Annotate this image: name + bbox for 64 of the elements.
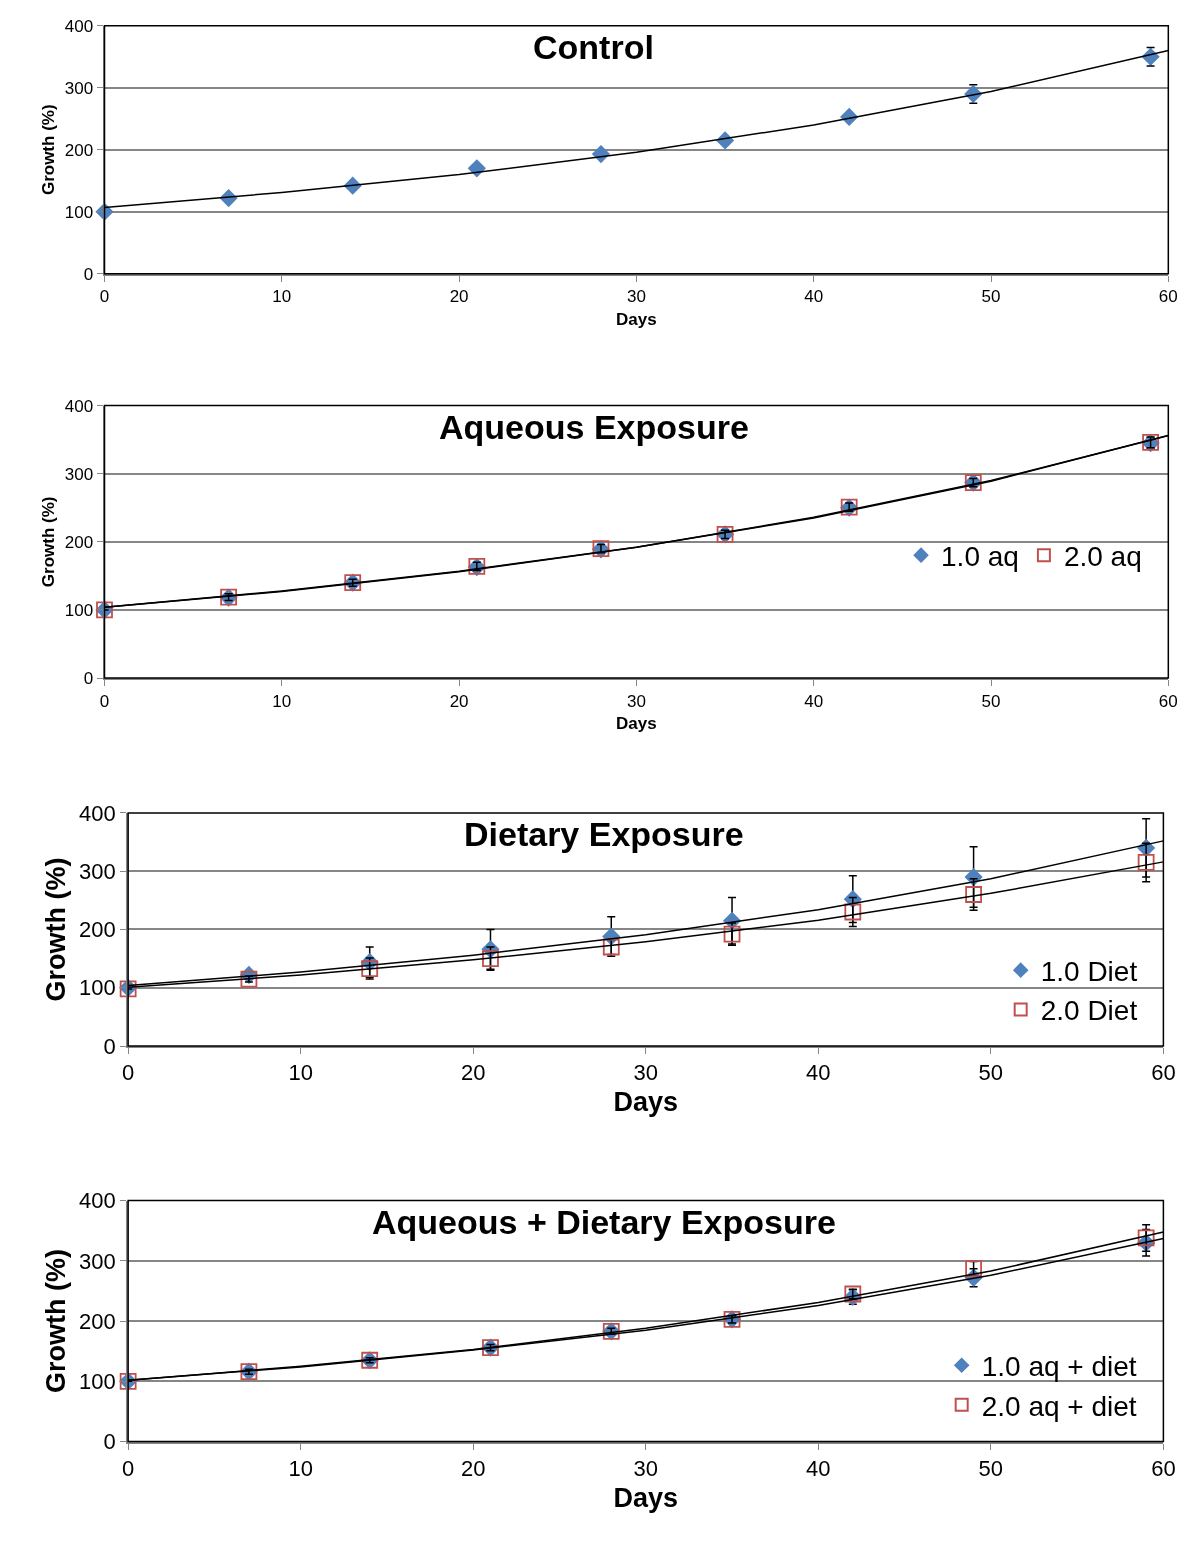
y-tick-label: 100	[79, 1369, 116, 1395]
y-tick-label: 300	[79, 858, 116, 884]
legend-label: 2.0 aq + diet	[981, 1390, 1137, 1422]
x-axis-title: Days	[613, 1482, 679, 1513]
y-tick-label: 400	[79, 800, 116, 826]
y-tick-label: 400	[79, 1188, 116, 1214]
y-axis-title: Growth (%)	[38, 496, 58, 588]
y-tick-label: 300	[64, 464, 94, 484]
chart-title: Dietary Exposure	[464, 815, 744, 853]
x-tick-label: 20	[460, 1060, 486, 1086]
x-axis-title: Days	[616, 310, 657, 330]
y-axis-title: Growth (%)	[38, 104, 58, 196]
y-tick-label: 0	[83, 264, 94, 284]
y-tick-label: 100	[64, 600, 94, 620]
x-axis-title: Days	[613, 1087, 679, 1118]
x-tick-label: 50	[981, 287, 1001, 307]
x-tick-label: 40	[806, 1060, 831, 1086]
x-tick-label: 0	[122, 1060, 135, 1086]
y-tick-label: 200	[64, 140, 94, 160]
x-tick-label: 60	[1151, 1456, 1176, 1482]
legend-label: 1.0 aq + diet	[981, 1351, 1137, 1383]
y-tick-label: 400	[64, 396, 94, 416]
y-tick-label: 0	[103, 1429, 116, 1455]
x-tick-label: 50	[978, 1060, 1004, 1086]
x-tick-label: 30	[633, 1456, 658, 1482]
y-axis-title: Growth (%)	[40, 857, 71, 1002]
x-tick-label: 40	[806, 1456, 831, 1482]
x-tick-label: 20	[460, 1456, 486, 1482]
legend-label: 1.0 Diet	[1040, 956, 1138, 988]
y-tick-label: 0	[103, 1033, 116, 1059]
x-tick-label: 30	[626, 287, 646, 307]
x-tick-label: 50	[978, 1456, 1004, 1482]
y-tick-label: 200	[79, 917, 116, 943]
x-tick-label: 60	[1158, 691, 1178, 711]
y-tick-label: 100	[79, 975, 116, 1001]
x-tick-label: 20	[449, 287, 469, 307]
y-tick-label: 400	[64, 16, 94, 36]
x-tick-label: 60	[1158, 287, 1178, 307]
x-tick-label: 10	[272, 287, 292, 307]
x-tick-label: 0	[122, 1456, 135, 1482]
chart-title: Aqueous Exposure	[439, 408, 749, 446]
y-tick-label: 300	[79, 1248, 116, 1274]
x-tick-label: 10	[272, 691, 292, 711]
x-tick-label: 60	[1151, 1060, 1176, 1086]
legend-label: 1.0 aq	[941, 541, 1019, 573]
x-tick-label: 10	[288, 1060, 313, 1086]
y-axis-title: Growth (%)	[40, 1249, 71, 1394]
chart-title: Aqueous + Dietary Exposure	[372, 1203, 836, 1241]
y-tick-label: 200	[64, 532, 94, 552]
x-tick-label: 50	[981, 691, 1001, 711]
legend-label: 2.0 aq	[1063, 541, 1142, 573]
x-tick-label: 40	[804, 287, 824, 307]
x-tick-label: 30	[633, 1060, 658, 1086]
legend-label: 2.0 Diet	[1040, 995, 1138, 1027]
x-tick-label: 20	[449, 691, 469, 711]
x-tick-label: 10	[288, 1456, 313, 1482]
chart-title: Control	[533, 28, 654, 66]
y-tick-label: 200	[79, 1308, 116, 1334]
x-tick-label: 40	[804, 691, 824, 711]
x-tick-label: 30	[626, 691, 646, 711]
y-tick-label: 300	[64, 78, 94, 98]
y-tick-label: 0	[83, 669, 94, 689]
x-axis-title: Days	[616, 714, 657, 734]
y-tick-label: 100	[64, 202, 94, 222]
